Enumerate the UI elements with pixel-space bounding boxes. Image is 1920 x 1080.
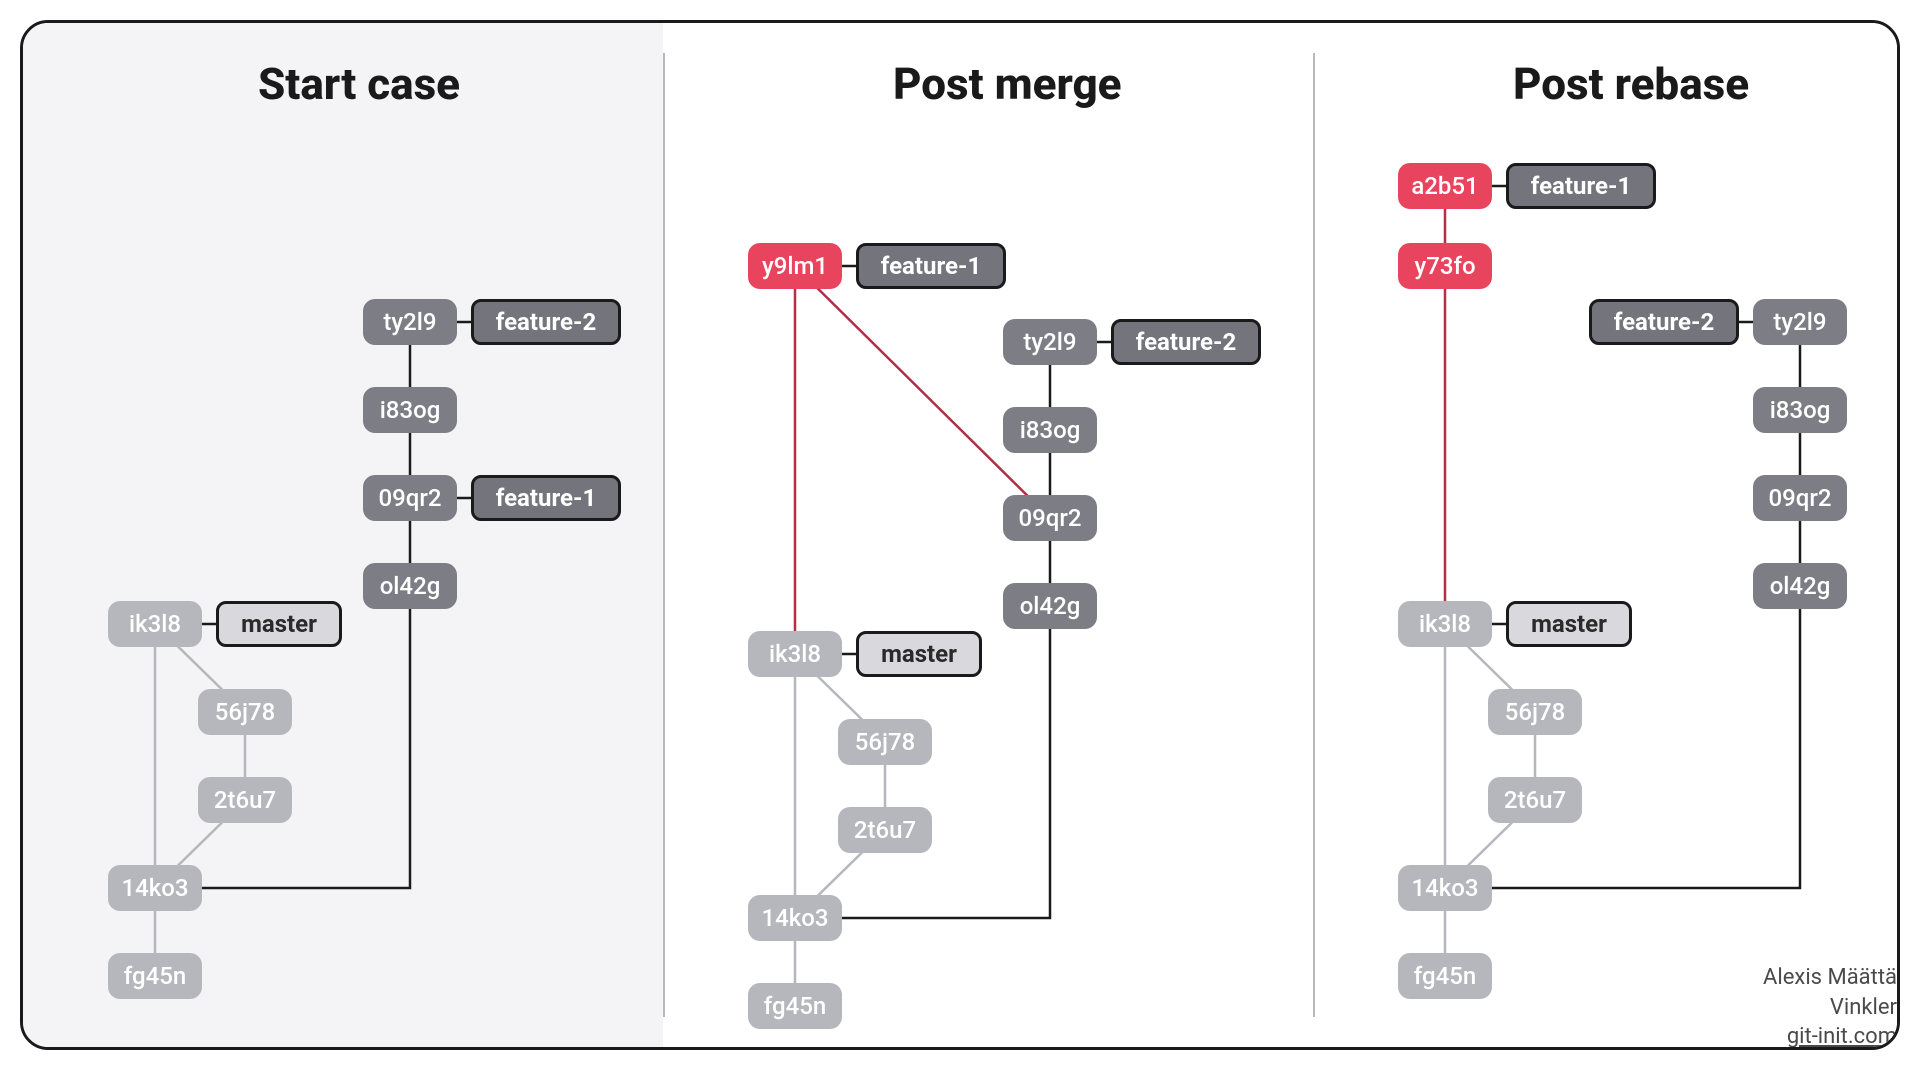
branch-label: feature-2 [1589, 299, 1739, 345]
branch-label: feature-2 [471, 299, 621, 345]
commit-node: 2t6u7 [198, 777, 292, 823]
credit: Alexis Määttä Vinklergit-init.com [1723, 963, 1897, 1050]
commit-node: 2t6u7 [838, 807, 932, 853]
panel-title: Post merge [893, 58, 1122, 110]
commit-node: i83og [1003, 407, 1097, 453]
panel-title: Start case [258, 58, 460, 110]
credit-author: Alexis Määttä Vinkler [1723, 963, 1897, 1022]
commit-node: 14ko3 [748, 895, 842, 941]
commit-node: ty2l9 [363, 299, 457, 345]
commit-node: i83og [1753, 387, 1847, 433]
branch-label: feature-1 [856, 243, 1006, 289]
branch-label: master [856, 631, 982, 677]
panel-merge [663, 23, 1313, 1047]
commit-node: 56j78 [1488, 689, 1582, 735]
commit-node: ol42g [363, 563, 457, 609]
commit-node: ol42g [1753, 563, 1847, 609]
commit-node: fg45n [1398, 953, 1492, 999]
credit-site: git-init.com [1723, 1022, 1897, 1050]
commit-node: 56j78 [198, 689, 292, 735]
panel-title: Post rebase [1513, 58, 1749, 110]
branch-label: master [216, 601, 342, 647]
branch-label: feature-2 [1111, 319, 1261, 365]
commit-node: ol42g [1003, 583, 1097, 629]
commit-node: ty2l9 [1003, 319, 1097, 365]
commit-node: y9lm1 [748, 243, 842, 289]
commit-node: 14ko3 [1398, 865, 1492, 911]
branch-label: feature-1 [1506, 163, 1656, 209]
commit-node: 09qr2 [1753, 475, 1847, 521]
commit-node: ik3l8 [1398, 601, 1492, 647]
commit-node: i83og [363, 387, 457, 433]
commit-node: ty2l9 [1753, 299, 1847, 345]
commit-node: fg45n [748, 983, 842, 1029]
commit-node: a2b51 [1398, 163, 1492, 209]
commit-node: ik3l8 [748, 631, 842, 677]
diagram-frame: Start case Post merge Post rebase fg45n 14ko… [20, 20, 1900, 1050]
commit-node: fg45n [108, 953, 202, 999]
panel-divider [663, 53, 665, 1017]
commit-node: 14ko3 [108, 865, 202, 911]
commit-node: ik3l8 [108, 601, 202, 647]
branch-label: feature-1 [471, 475, 621, 521]
commit-node: 2t6u7 [1488, 777, 1582, 823]
commit-node: 09qr2 [363, 475, 457, 521]
branch-label: master [1506, 601, 1632, 647]
panel-divider [1313, 53, 1315, 1017]
commit-node: 09qr2 [1003, 495, 1097, 541]
commit-node: y73fo [1398, 243, 1492, 289]
commit-node: 56j78 [838, 719, 932, 765]
